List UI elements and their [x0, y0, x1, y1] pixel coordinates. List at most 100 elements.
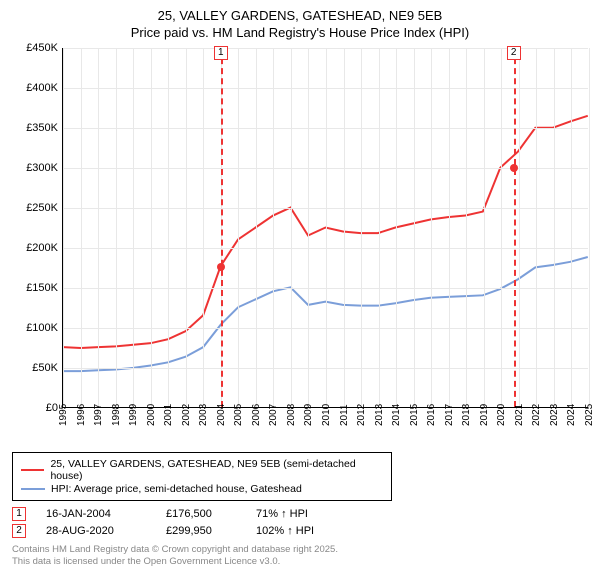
grid-line-v: [133, 48, 134, 407]
x-tick-label: 2003: [198, 404, 209, 426]
title-subtitle: Price paid vs. HM Land Registry's House …: [12, 25, 588, 42]
x-tick-label: 2023: [549, 404, 560, 426]
footer-line1: Contains HM Land Registry data © Crown c…: [12, 544, 588, 556]
transaction-marker: 2: [12, 524, 26, 538]
title-block: 25, VALLEY GARDENS, GATESHEAD, NE9 5EB P…: [12, 8, 588, 42]
x-tick-label: 2016: [426, 404, 437, 426]
legend-swatch: [21, 469, 44, 471]
marker-line: [514, 48, 516, 407]
grid-line-v: [168, 48, 169, 407]
grid-line-v: [484, 48, 485, 407]
grid-line-v: [414, 48, 415, 407]
grid-line-v: [308, 48, 309, 407]
x-tick-label: 2011: [339, 404, 350, 426]
x-tick-label: 2025: [584, 404, 595, 426]
grid-line-v: [151, 48, 152, 407]
y-tick-label: £300K: [26, 162, 58, 174]
grid-line-v: [431, 48, 432, 407]
legend: 25, VALLEY GARDENS, GATESHEAD, NE9 5EB (…: [12, 452, 392, 501]
y-tick-label: £400K: [26, 82, 58, 94]
grid-line-v: [589, 48, 590, 407]
chart-area: £0 £50K £100K £150K £200K £250K £300K £350K £400…: [12, 48, 588, 428]
y-tick-label: £50K: [32, 362, 58, 374]
x-tick-label: 1995: [58, 404, 69, 426]
x-tick-label: 2012: [356, 404, 367, 426]
marker-dot: [510, 164, 518, 172]
transaction-price: £176,500: [166, 508, 236, 520]
x-tick-label: 2007: [268, 404, 279, 426]
legend-item: 25, VALLEY GARDENS, GATESHEAD, NE9 5EB (…: [21, 458, 383, 482]
chart-container: 25, VALLEY GARDENS, GATESHEAD, NE9 5EB P…: [0, 0, 600, 560]
grid-line-v: [571, 48, 572, 407]
grid-line-v: [273, 48, 274, 407]
marker-line: [221, 48, 223, 407]
x-tick-label: 2020: [496, 404, 507, 426]
x-tick-label: 2008: [286, 404, 297, 426]
x-tick-label: 1999: [128, 404, 139, 426]
footer-attribution: Contains HM Land Registry data © Crown c…: [12, 544, 588, 568]
y-tick-label: £450K: [26, 42, 58, 54]
marker-label: 1: [214, 46, 228, 60]
x-axis: 1995199619971998199920002001200220032004…: [62, 408, 588, 428]
grid-line-v: [361, 48, 362, 407]
grid-line-v: [519, 48, 520, 407]
x-tick-label: 2009: [303, 404, 314, 426]
y-tick-label: £150K: [26, 282, 58, 294]
grid-line-v: [396, 48, 397, 407]
x-tick-label: 2013: [374, 404, 385, 426]
transaction-row: 116-JAN-2004£176,50071% ↑ HPI: [12, 507, 588, 521]
x-tick-label: 2024: [566, 404, 577, 426]
grid-line-v: [203, 48, 204, 407]
grid-line-v: [63, 48, 64, 407]
x-tick-label: 2014: [391, 404, 402, 426]
grid-line-v: [81, 48, 82, 407]
grid-line-v: [449, 48, 450, 407]
x-tick-label: 1998: [111, 404, 122, 426]
plot-area: 12: [62, 48, 588, 408]
x-tick-label: 2006: [251, 404, 262, 426]
x-tick-label: 2019: [479, 404, 490, 426]
grid-line-v: [238, 48, 239, 407]
x-tick-label: 1996: [76, 404, 87, 426]
x-tick-label: 2004: [216, 404, 227, 426]
y-tick-label: £100K: [26, 322, 58, 334]
x-tick-label: 2002: [181, 404, 192, 426]
x-tick-label: 2018: [461, 404, 472, 426]
grid-line-v: [554, 48, 555, 407]
y-tick-label: £0: [46, 402, 58, 414]
transaction-price: £299,950: [166, 525, 236, 537]
legend-swatch: [21, 488, 45, 490]
legend-label: HPI: Average price, semi-detached house,…: [51, 483, 302, 495]
grid-line-v: [186, 48, 187, 407]
transaction-date: 28-AUG-2020: [46, 525, 146, 537]
marker-label: 2: [507, 46, 521, 60]
x-tick-label: 2005: [233, 404, 244, 426]
transaction-list: 116-JAN-2004£176,50071% ↑ HPI228-AUG-202…: [12, 507, 588, 538]
y-tick-label: £200K: [26, 242, 58, 254]
grid-line-v: [116, 48, 117, 407]
x-tick-label: 2010: [321, 404, 332, 426]
x-tick-label: 2017: [444, 404, 455, 426]
grid-line-v: [326, 48, 327, 407]
transaction-marker: 1: [12, 507, 26, 521]
x-tick-label: 2000: [146, 404, 157, 426]
grid-line-v: [379, 48, 380, 407]
x-tick-label: 2022: [531, 404, 542, 426]
transaction-hpi: 71% ↑ HPI: [256, 508, 336, 520]
legend-label: 25, VALLEY GARDENS, GATESHEAD, NE9 5EB (…: [50, 458, 383, 482]
transaction-hpi: 102% ↑ HPI: [256, 525, 336, 537]
x-tick-label: 1997: [93, 404, 104, 426]
y-tick-label: £350K: [26, 122, 58, 134]
grid-line-v: [98, 48, 99, 407]
y-tick-label: £250K: [26, 202, 58, 214]
x-tick-label: 2015: [409, 404, 420, 426]
grid-line-v: [536, 48, 537, 407]
grid-line-v: [291, 48, 292, 407]
marker-dot: [217, 263, 225, 271]
grid-line-v: [501, 48, 502, 407]
grid-line-v: [256, 48, 257, 407]
y-axis: £0£50K£100K£150K£200K£250K£300K£350K£400…: [12, 48, 62, 408]
grid-line-v: [344, 48, 345, 407]
x-tick-label: 2001: [163, 404, 174, 426]
transaction-row: 2 28-AUG-2020 £299,950 102% ↑ HPI: [12, 524, 588, 538]
